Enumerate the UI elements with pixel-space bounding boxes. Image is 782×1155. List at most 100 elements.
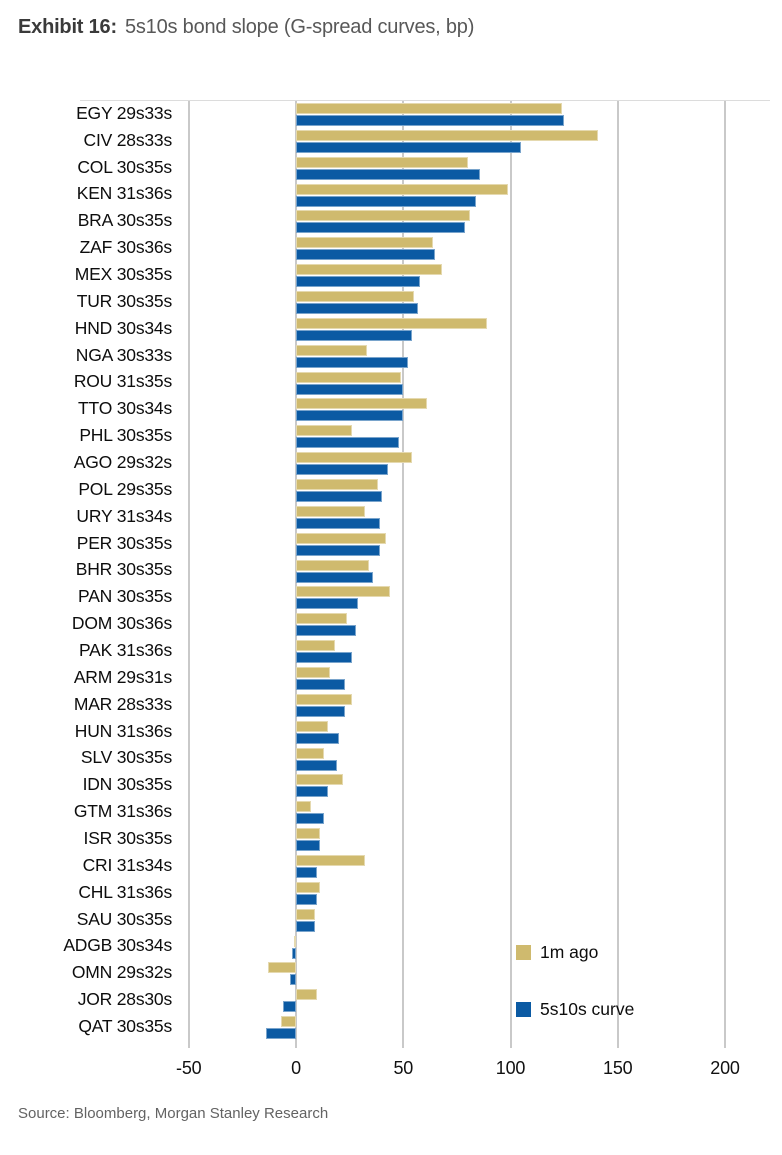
bar-1m-ago bbox=[296, 828, 320, 840]
bar-1m-ago bbox=[296, 855, 365, 866]
bar-1m-ago bbox=[296, 398, 427, 410]
category-label: POL 29s35s bbox=[78, 478, 172, 499]
bar-1m-ago bbox=[296, 693, 352, 705]
legend-item-5s10s-curve: 5s10s curve bbox=[516, 999, 634, 1020]
bar-1m-ago bbox=[296, 881, 320, 893]
category-label: DOM 30s36s bbox=[71, 613, 172, 634]
legend-label-1m-ago: 1m ago bbox=[540, 942, 599, 962]
bar-1m-ago bbox=[296, 801, 311, 813]
bar-1m-ago bbox=[296, 505, 365, 517]
bar-5s10s-curve bbox=[296, 786, 329, 798]
bar-1m-ago bbox=[296, 129, 599, 141]
chart-title: Exhibit 16: 5s10s bond slope (G-spread cu… bbox=[18, 16, 474, 39]
x-axis: -50 0 50 100 150 200 bbox=[80, 1058, 770, 1082]
category-label: EGY 29s33s bbox=[76, 102, 172, 123]
x-tick-label: 100 bbox=[495, 1058, 526, 1078]
category-label: AGO 29s32s bbox=[73, 452, 172, 473]
bar-5s10s-curve bbox=[296, 732, 339, 744]
category-label: TUR 30s35s bbox=[76, 290, 172, 311]
bar-5s10s-curve bbox=[296, 625, 357, 637]
category-label: PHL 30s35s bbox=[79, 425, 172, 446]
bar-5s10s-curve bbox=[296, 356, 408, 368]
bar-1m-ago bbox=[296, 237, 434, 249]
bar-5s10s-curve bbox=[296, 222, 466, 234]
legend-item-1m-ago: 1m ago bbox=[516, 942, 598, 963]
bar-1m-ago bbox=[296, 640, 335, 652]
category-label: ROU 31s35s bbox=[73, 371, 172, 392]
gridline--50 bbox=[187, 101, 190, 1048]
x-tick-label: 0 bbox=[291, 1058, 301, 1078]
category-label: ADGB 30s34s bbox=[63, 935, 172, 956]
gridline-200 bbox=[724, 101, 726, 1048]
category-label: CHL 31s36s bbox=[78, 881, 172, 902]
bar-5s10s-curve bbox=[296, 195, 477, 207]
exhibit-label: Exhibit 16: bbox=[18, 16, 117, 38]
bar-1m-ago bbox=[296, 452, 412, 464]
bar-5s10s-curve bbox=[296, 571, 374, 583]
bar-5s10s-curve bbox=[296, 329, 412, 341]
bar-5s10s-curve bbox=[265, 1028, 296, 1040]
category-label: JOR 28s30s bbox=[77, 989, 172, 1010]
bar-1m-ago bbox=[296, 532, 387, 544]
category-label: CRI 31s34s bbox=[82, 854, 173, 875]
category-label: PAN 30s35s bbox=[78, 586, 172, 607]
category-label: IDN 30s35s bbox=[82, 774, 173, 795]
x-tick-label: -50 bbox=[176, 1058, 202, 1078]
bar-5s10s-curve bbox=[296, 759, 337, 771]
bar-5s10s-curve bbox=[283, 1001, 296, 1013]
bar-1m-ago bbox=[296, 183, 509, 195]
category-axis: EGY 29s33s CIV 28s33s COL 30s35s KEN 31s36s… bbox=[0, 100, 172, 1040]
bar-1m-ago bbox=[268, 962, 296, 974]
bar-5s10s-curve bbox=[296, 249, 436, 261]
bar-1m-ago bbox=[296, 291, 414, 302]
bar-5s10s-curve bbox=[296, 598, 359, 610]
category-label: MAR 28s33s bbox=[73, 693, 172, 714]
source-text: Source: Bloomberg, Morgan Stanley Resear… bbox=[18, 1105, 329, 1122]
bar-1m-ago bbox=[296, 720, 329, 732]
bar-5s10s-curve bbox=[296, 813, 324, 825]
bar-5s10s-curve bbox=[296, 141, 522, 153]
x-tick-label: 50 bbox=[393, 1058, 414, 1078]
category-label: COL 30s35s bbox=[77, 156, 172, 177]
category-label: QAT 30s35s bbox=[78, 1016, 172, 1037]
bar-5s10s-curve bbox=[289, 974, 296, 986]
gridline-100 bbox=[509, 101, 512, 1048]
bar-5s10s-curve bbox=[296, 168, 481, 180]
bar-1m-ago bbox=[296, 371, 402, 383]
bar-1m-ago bbox=[296, 103, 562, 114]
bar-5s10s-curve bbox=[296, 840, 320, 852]
category-label: TTO 30s34s bbox=[78, 398, 172, 419]
category-label: URY 31s34s bbox=[76, 505, 172, 526]
chart-title-text: 5s10s bond slope (G-spread curves, bp) bbox=[124, 16, 475, 38]
category-label: MEX 30s35s bbox=[74, 264, 172, 285]
bar-1m-ago bbox=[296, 559, 369, 571]
category-label: KEN 31s36s bbox=[76, 183, 172, 204]
bar-5s10s-curve bbox=[296, 517, 380, 529]
bar-1m-ago bbox=[296, 667, 331, 678]
bar-1m-ago bbox=[296, 264, 442, 276]
category-label: CIV 28s33s bbox=[83, 129, 173, 150]
bar-1m-ago bbox=[296, 747, 324, 759]
bar-5s10s-curve bbox=[296, 652, 352, 664]
bar-1m-ago bbox=[296, 989, 318, 1001]
category-label: ISR 30s35s bbox=[83, 828, 173, 849]
bar-5s10s-curve bbox=[296, 893, 318, 905]
category-label: ARM 29s31s bbox=[73, 666, 172, 687]
bar-1m-ago bbox=[280, 1016, 296, 1028]
legend-label-5s10s-curve: 5s10s curve bbox=[540, 999, 635, 1019]
category-label: BHR 30s35s bbox=[75, 559, 172, 580]
bar-5s10s-curve bbox=[296, 464, 389, 476]
category-label: GTM 31s36s bbox=[73, 801, 172, 822]
bar-5s10s-curve bbox=[296, 383, 404, 395]
bar-1m-ago bbox=[296, 344, 367, 356]
bar-1m-ago bbox=[296, 586, 391, 598]
bar-5s10s-curve bbox=[291, 947, 296, 959]
legend-swatch-1m-ago bbox=[516, 945, 531, 960]
bar-5s10s-curve bbox=[296, 115, 565, 126]
bar-5s10s-curve bbox=[296, 491, 382, 502]
bar-1m-ago bbox=[296, 613, 348, 625]
category-label: HUN 31s36s bbox=[74, 720, 172, 741]
bar-1m-ago bbox=[296, 156, 468, 168]
bar-5s10s-curve bbox=[296, 303, 419, 314]
bar-1m-ago bbox=[293, 935, 296, 947]
